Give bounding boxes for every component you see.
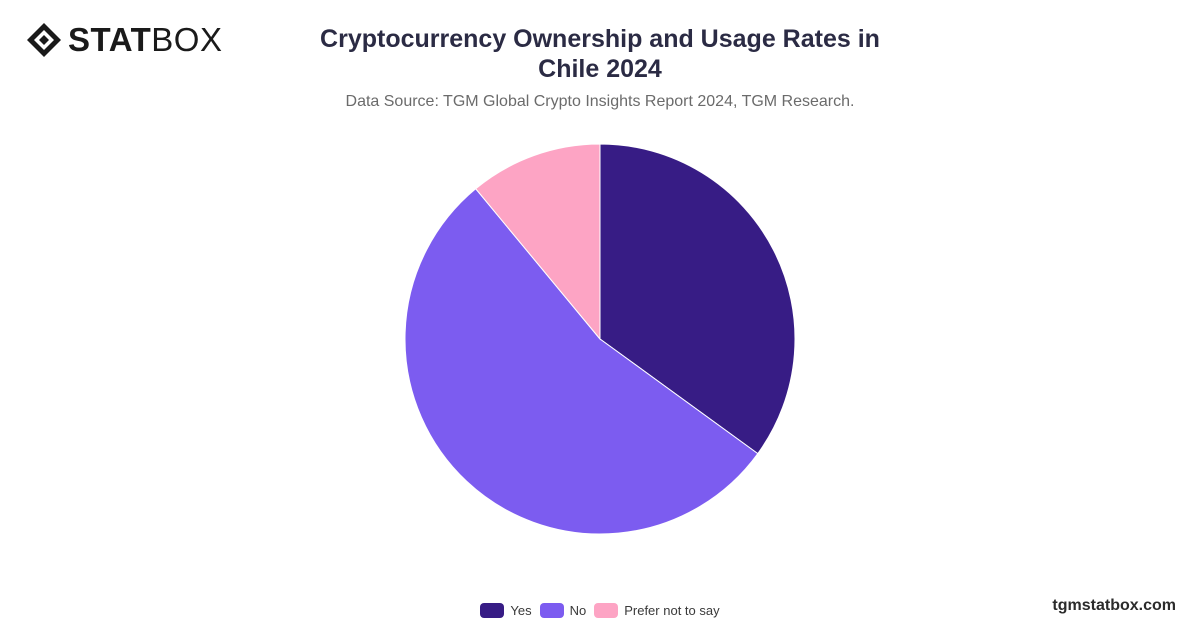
- site-url[interactable]: tgmstatbox.com: [1052, 597, 1176, 614]
- brand-name-bold: STAT: [68, 21, 152, 58]
- legend-item-prefer-not-to-say[interactable]: Prefer not to say: [594, 603, 720, 618]
- chart-legend: Yes No Prefer not to say: [0, 603, 1200, 618]
- statbox-diamond-icon: [27, 23, 61, 57]
- brand-wordmark: STATBOX: [68, 22, 222, 58]
- brand-name-light: BOX: [151, 21, 223, 58]
- legend-label-no: No: [569, 603, 587, 618]
- pie-slice-prefer-not-to-say[interactable]: [474, 143, 601, 341]
- chart-subtitle: Data Source: TGM Global Crypto Insights …: [345, 93, 855, 110]
- pie-chart: [404, 143, 796, 535]
- pie-slice-yes[interactable]: [599, 143, 796, 455]
- legend-item-yes[interactable]: Yes: [480, 603, 532, 618]
- legend-swatch-prefer-not-to-say: [594, 603, 619, 618]
- legend-item-no[interactable]: No: [539, 603, 587, 618]
- brand-logo: STATBOX: [26, 22, 222, 58]
- legend-label-prefer-not-to-say: Prefer not to say: [624, 603, 720, 618]
- legend-swatch-no: [539, 603, 564, 618]
- pie-slice-no[interactable]: [404, 188, 759, 535]
- legend-swatch-yes: [480, 603, 505, 618]
- legend-label-yes: Yes: [510, 603, 532, 618]
- chart-title: Cryptocurrency Ownership and Usage Rates…: [320, 25, 880, 83]
